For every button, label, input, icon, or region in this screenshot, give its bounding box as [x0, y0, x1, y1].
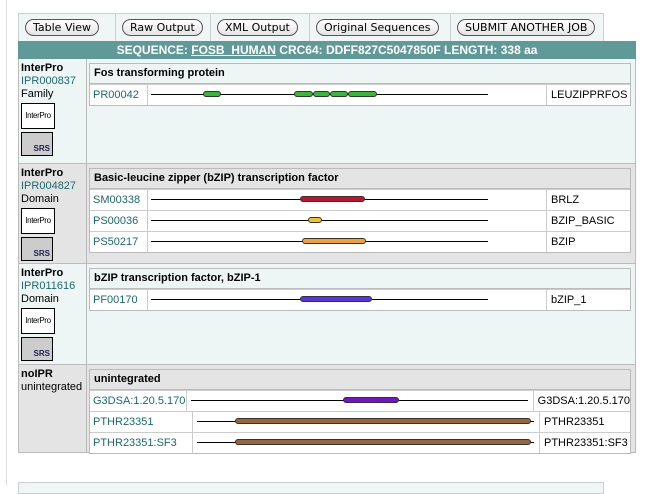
match-segment[interactable]	[330, 91, 349, 97]
page-border	[6, 0, 7, 485]
interpro-accession-link[interactable]: IPR004827	[21, 180, 77, 192]
group-IPR011616: InterPro IPR011616 Domain InterPro SRS bZIP …	[18, 264, 636, 365]
group-info: InterPro IPR011616 Domain InterPro SRS	[19, 264, 87, 364]
signature-name: BRLZ	[551, 194, 580, 206]
interpro-logo-link[interactable]: InterPro	[21, 103, 55, 129]
match-segment[interactable]	[234, 439, 531, 445]
sequence-header: SEQUENCE: FOSB_HUMAN CRC64: DDFF827C5047…	[18, 41, 636, 59]
signature-link[interactable]: PTHR23351	[93, 416, 154, 428]
entry-box: Fos transforming protein PR00042 LEUZIPP…	[89, 63, 631, 106]
interpro-logo-link[interactable]: InterPro	[21, 208, 55, 234]
feature-row: PTHR23351:SF3 PTHR23351:SF3	[90, 432, 630, 453]
srs-logo-link[interactable]: SRS	[21, 237, 53, 261]
match-segment[interactable]	[301, 238, 367, 244]
match-segment[interactable]	[312, 91, 331, 97]
group-info: InterPro IPR000837 Family InterPro SRS	[19, 59, 87, 163]
feature-track	[193, 412, 540, 432]
sequence-name-link[interactable]: FOSB_HUMAN	[191, 43, 276, 57]
original-sequences-button[interactable]: Original Sequences	[316, 19, 439, 36]
group-db: InterPro	[21, 167, 64, 179]
feature-row: G3DSA:1.20.5.170 G3DSA:1.20.5.170	[90, 390, 630, 411]
group-type: unintegrated	[21, 381, 83, 393]
interpro-accession-link[interactable]: IPR000837	[21, 75, 77, 87]
match-segment[interactable]	[348, 91, 378, 97]
srs-logo-link[interactable]: SRS	[21, 337, 53, 361]
feature-track	[148, 290, 547, 310]
interpro-logo-link[interactable]: InterPro	[21, 308, 55, 334]
raw-output-button[interactable]: Raw Output	[122, 19, 203, 36]
signature-name: bZIP_1	[551, 294, 587, 306]
match-segment[interactable]	[293, 91, 313, 97]
signature-name: PTHR23351:SF3	[544, 437, 628, 449]
feature-row: PF00170 bZIP_1	[90, 289, 630, 310]
match-segment[interactable]	[202, 91, 221, 97]
group-type: Domain	[21, 293, 59, 305]
crc-label: CRC64:	[279, 43, 323, 57]
entry-title: bZIP transcription factor, bZIP-1	[90, 269, 630, 289]
entry-box: bZIP transcription factor, bZIP-1 PF0017…	[89, 268, 631, 311]
feature-row: SM00338 BRLZ	[90, 189, 630, 210]
feature-track	[148, 211, 547, 231]
group-db: InterPro	[21, 267, 64, 279]
signature-link[interactable]: PF00170	[93, 294, 138, 306]
signature-link[interactable]: G3DSA:1.20.5.170	[93, 395, 186, 407]
group-IPR004827: InterPro IPR004827 Domain InterPro SRS Basic…	[18, 164, 636, 264]
feature-track	[193, 433, 540, 453]
table-view-button[interactable]: Table View	[25, 19, 100, 36]
bottom-toolbar	[18, 482, 604, 494]
group-type: Domain	[21, 193, 59, 205]
entry-title: unintegrated	[90, 370, 630, 390]
signature-link[interactable]: PTHR23351:SF3	[93, 437, 177, 449]
group-info: InterPro IPR004827 Domain InterPro SRS	[19, 164, 87, 263]
feature-row: PS00036 BZIP_BASIC	[90, 210, 630, 231]
group-type: Family	[21, 88, 54, 100]
match-segment[interactable]	[299, 296, 373, 302]
length-label: LENGTH:	[444, 43, 498, 57]
group-IPR000837: InterPro IPR000837 Family InterPro SRS Fos t…	[18, 59, 636, 164]
group-info: noIPR unintegrated	[19, 365, 87, 452]
match-segment[interactable]	[343, 397, 400, 403]
entry-box: Basic-leucine zipper (bZIP) transcriptio…	[89, 168, 631, 253]
submit-another-job-button[interactable]: SUBMIT ANOTHER JOB	[457, 19, 596, 36]
signature-name: BZIP	[551, 236, 576, 248]
group-db: noIPR	[21, 368, 53, 380]
feature-row: PTHR23351 PTHR23351	[90, 411, 630, 432]
signature-link[interactable]: PS50217	[93, 236, 139, 248]
entry-title: Fos transforming protein	[90, 64, 630, 84]
entry-title: Basic-leucine zipper (bZIP) transcriptio…	[90, 169, 630, 189]
match-segment[interactable]	[234, 418, 531, 424]
feature-track	[148, 85, 547, 105]
srs-logo-link[interactable]: SRS	[21, 132, 53, 156]
entry-box: unintegrated G3DSA:1.20.5.170 G3DSA:1.20…	[89, 369, 631, 454]
length-value: 338 aa	[500, 43, 538, 57]
feature-row: PS50217 BZIP	[90, 231, 630, 252]
match-segment[interactable]	[299, 196, 366, 202]
crc-value: DDFF827C5047850F	[325, 43, 441, 57]
signature-name: LEUZIPPRFOS	[551, 89, 628, 101]
signature-link[interactable]: PS00036	[93, 215, 139, 227]
feature-track	[187, 391, 534, 411]
signature-name: G3DSA:1.20.5.170	[537, 395, 630, 407]
feature-track	[148, 190, 547, 210]
toolbar: Table View Raw Output XML Output Origina…	[18, 13, 604, 42]
group-unintegrated: noIPR unintegrated unintegrated G3DSA:1.2…	[18, 365, 636, 454]
signature-link[interactable]: SM00338	[93, 194, 141, 206]
interpro-accession-link[interactable]: IPR011616	[21, 280, 76, 292]
group-db: InterPro	[21, 62, 64, 74]
feature-track	[148, 232, 547, 252]
feature-row: PR00042 LEUZIPPRFOS	[90, 84, 630, 105]
sequence-label: SEQUENCE:	[116, 43, 188, 57]
xml-output-button[interactable]: XML Output	[217, 19, 298, 36]
signature-name: PTHR23351	[544, 416, 605, 428]
signature-link[interactable]: PR00042	[93, 89, 139, 101]
signature-name: BZIP_BASIC	[551, 215, 615, 227]
match-segment[interactable]	[307, 217, 323, 223]
